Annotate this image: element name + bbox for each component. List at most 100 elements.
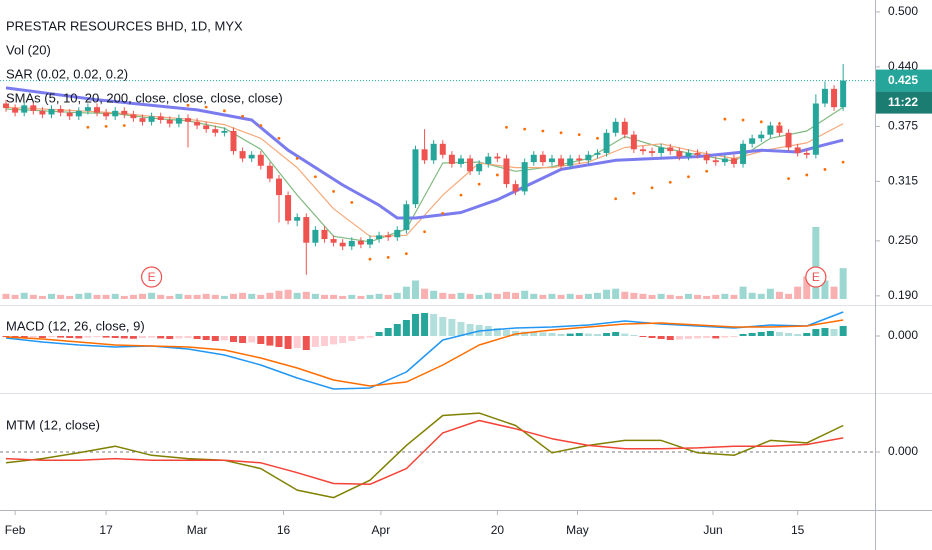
macd-histogram-bar (639, 336, 647, 337)
volume-bar (266, 292, 274, 299)
sma-line (5, 86, 844, 220)
candle-body (394, 229, 401, 238)
macd-histogram-bar (566, 333, 574, 336)
candle-body (730, 158, 737, 164)
volume-bar (129, 294, 137, 299)
candle-body (430, 143, 437, 161)
volume-bar (366, 294, 374, 299)
candle-body (57, 108, 64, 113)
candle-body (166, 119, 173, 124)
volume-bar (712, 294, 720, 299)
sar-dot (505, 125, 508, 129)
macd-histogram-bar (439, 317, 447, 336)
volume-bar (357, 295, 365, 299)
candle-body (794, 147, 801, 153)
candle-body (639, 149, 646, 152)
macd-histogram-bar (775, 332, 783, 336)
volume-bar (93, 294, 101, 299)
macd-histogram-bar (448, 319, 456, 336)
y-tick-label: 0.000 (888, 328, 918, 342)
volume-bar (603, 289, 611, 299)
macd-histogram-bar (275, 336, 283, 347)
mtm-title: MTM (12, close) (6, 417, 100, 432)
volume-bar (830, 286, 838, 299)
macd-histogram-bar (193, 336, 201, 339)
volume-bar (657, 293, 665, 299)
macd-histogram-bar (293, 336, 301, 348)
candle-body (30, 105, 37, 111)
macd-histogram-bar (703, 336, 711, 338)
candle-body (385, 235, 392, 238)
candle-body (676, 151, 683, 157)
sar-dot (559, 131, 563, 135)
sar-dot (332, 190, 335, 193)
macd-histogram-bar (57, 336, 65, 338)
macd-title: MACD (12, 26, close, 9) (6, 318, 145, 333)
volume-bar (275, 290, 283, 299)
sar-dot (368, 257, 372, 261)
volume-bar (794, 286, 802, 299)
candle-body (558, 158, 565, 166)
candle-body (103, 112, 110, 117)
candle-body (330, 239, 337, 243)
x-tick-label: Jun (703, 523, 722, 537)
candle-body (548, 158, 555, 163)
candle-body (130, 114, 137, 119)
macd-histogram-bar (311, 336, 319, 347)
candle-body (621, 121, 628, 135)
candle-body (275, 178, 282, 196)
sar-dot (687, 175, 690, 179)
macd-histogram-bar (284, 336, 292, 349)
volume-bar (166, 295, 174, 299)
sar-dot (204, 105, 208, 109)
sar-dot (350, 201, 354, 204)
sar-dot (823, 168, 827, 171)
volume-bar (548, 293, 556, 299)
candle-body (831, 88, 838, 108)
volume-bar (2, 293, 10, 299)
sar-dot (632, 191, 636, 195)
candle-body (785, 132, 792, 148)
macd-histogram-bar (684, 336, 692, 339)
x-tick-label: Feb (5, 523, 26, 537)
macd-histogram-bar (411, 314, 419, 336)
x-tick-label: 20 (491, 523, 505, 537)
volume-bar (38, 295, 46, 299)
candle-body (594, 152, 601, 155)
macd-histogram-bar (539, 332, 547, 336)
macd-histogram-bar (466, 324, 474, 336)
indicator-label: Vol (20) (6, 42, 51, 57)
macd-histogram-bar (375, 332, 383, 336)
candle-body (476, 163, 483, 172)
candle-body (12, 108, 19, 113)
sar-dot (787, 177, 790, 181)
macd-line (5, 319, 844, 387)
candle-body (294, 217, 301, 221)
sar-dot (313, 175, 317, 179)
volume-bar (430, 290, 438, 299)
candle-body (840, 80, 847, 108)
macd-histogram-bar (348, 336, 356, 341)
macd-histogram-bar (2, 336, 10, 337)
y-tick-label: 0.375 (888, 119, 918, 133)
macd-histogram-bar (502, 330, 510, 336)
volume-bar (421, 288, 429, 299)
volume-bar (120, 295, 128, 299)
candle-body (21, 105, 28, 113)
sar-dot (295, 157, 299, 160)
sar-dot (841, 160, 845, 164)
macd-histogram-bar (111, 336, 119, 338)
volume-bar (202, 293, 210, 299)
volume-bar (138, 293, 146, 299)
volume-bar (348, 294, 356, 299)
macd-histogram-bar (521, 331, 529, 336)
candle-body (285, 195, 292, 221)
x-tick-label: 16 (277, 523, 291, 537)
macd-histogram-bar (211, 336, 219, 341)
volume-bar (330, 294, 338, 299)
candle-body (703, 154, 710, 161)
volume-bar (66, 295, 74, 299)
macd-histogram-bar (785, 333, 793, 336)
candle-body (630, 134, 637, 150)
macd-histogram-bar (257, 336, 265, 344)
